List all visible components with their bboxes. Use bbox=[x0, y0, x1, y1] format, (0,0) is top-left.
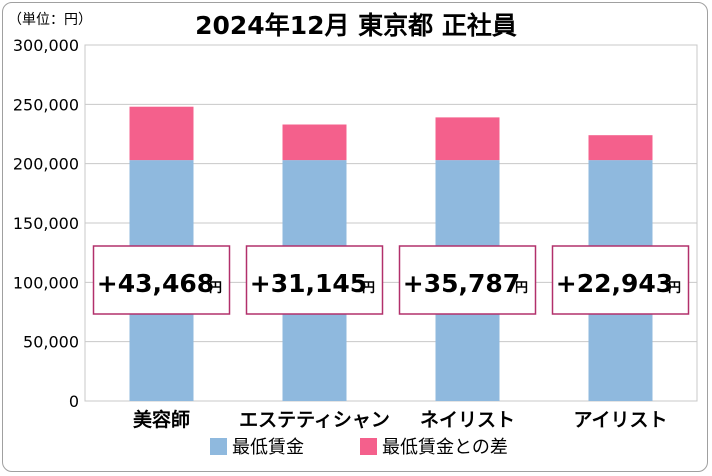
y-tick-label: 0 bbox=[69, 392, 79, 411]
y-tick-label: 250,000 bbox=[13, 95, 79, 114]
chart-title: 2024年12月 東京都 正社員 bbox=[195, 11, 517, 40]
bar-difference bbox=[435, 117, 500, 161]
difference-box bbox=[245, 245, 384, 315]
y-axis: 0 50,000 100,000 150,000 200,000 250,000 300,0… bbox=[13, 36, 79, 411]
legend-swatch bbox=[210, 438, 227, 455]
difference-value: +31,145 bbox=[250, 269, 367, 298]
bar-difference bbox=[129, 106, 194, 161]
y-tick-label: 50,000 bbox=[23, 333, 79, 352]
x-tick-label: ネイリスト bbox=[420, 409, 515, 431]
difference-box bbox=[398, 245, 537, 315]
difference-unit: 円 bbox=[362, 281, 375, 296]
y-tick-label: 300,000 bbox=[13, 36, 79, 55]
x-tick-label: エステティシャン bbox=[239, 409, 390, 431]
unit-label: （単位：円） bbox=[8, 12, 92, 28]
difference-value: +22,943 bbox=[556, 269, 673, 298]
legend-swatch bbox=[360, 438, 377, 455]
difference-box bbox=[92, 245, 231, 315]
bar-difference bbox=[588, 135, 653, 161]
x-tick-label: アイリスト bbox=[573, 409, 667, 431]
legend-label: 最低賃金 bbox=[232, 437, 304, 458]
difference-box bbox=[551, 245, 690, 315]
y-tick-label: 200,000 bbox=[13, 155, 79, 174]
difference-value: +43,468 bbox=[97, 269, 214, 298]
difference-value: +35,787 bbox=[403, 269, 520, 298]
bar-difference bbox=[282, 124, 347, 161]
difference-unit: 円 bbox=[209, 281, 222, 296]
x-axis: 美容師 エステティシャン ネイリスト アイリスト bbox=[133, 408, 668, 431]
y-tick-label: 150,000 bbox=[13, 214, 79, 233]
legend-label: 最低賃金との差 bbox=[382, 437, 508, 458]
x-tick-label: 美容師 bbox=[133, 408, 190, 431]
difference-unit: 円 bbox=[668, 281, 681, 296]
difference-unit: 円 bbox=[515, 281, 528, 296]
y-tick-label: 100,000 bbox=[13, 273, 79, 292]
legend: 最低賃金 最低賃金との差 bbox=[210, 437, 508, 458]
